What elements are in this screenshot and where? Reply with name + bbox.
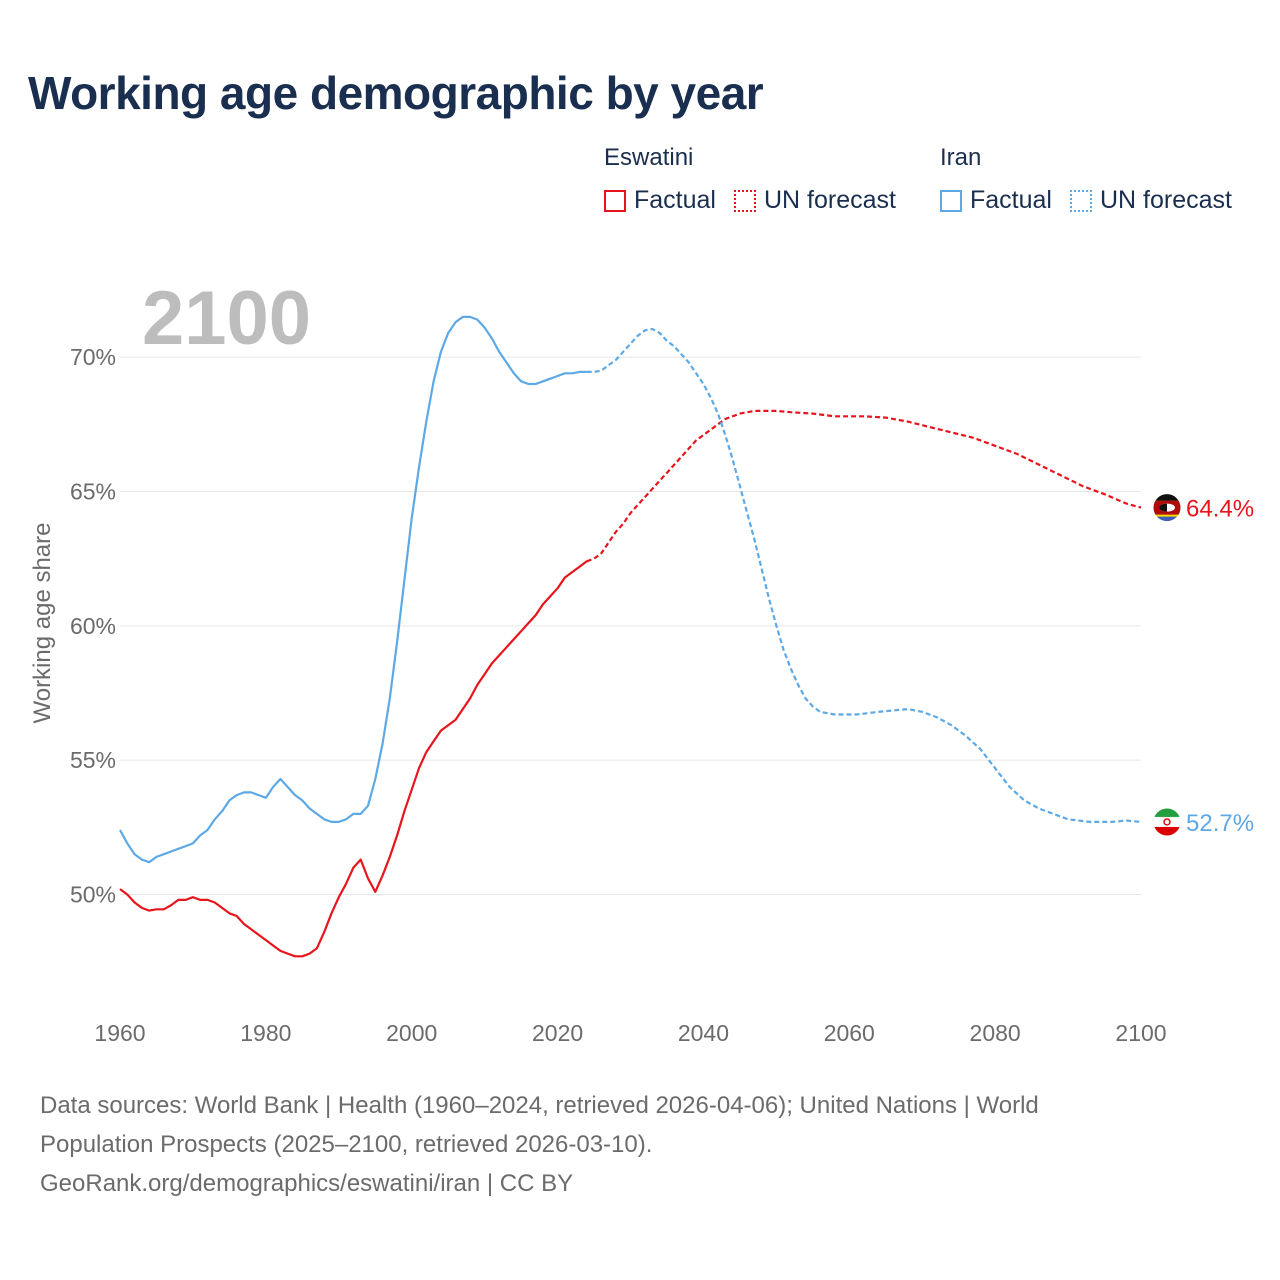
chart-title: Working age demographic by year <box>28 67 764 119</box>
series-line-eswatini-factual <box>119 560 588 958</box>
end-value-label-eswatini: 64.4% <box>1186 496 1254 523</box>
legend-item-iran-factual[interactable]: Factual <box>940 186 1052 215</box>
flag-ring <box>1152 493 1182 523</box>
x-tick-label: 2000 <box>386 1020 437 1046</box>
legend-label: Factual <box>970 186 1052 214</box>
series-line-iran-factual <box>119 315 587 864</box>
legend-label: UN forecast <box>763 186 896 214</box>
grid-lines <box>120 356 1141 895</box>
end-value-label-iran: 52.7% <box>1186 810 1254 837</box>
y-tick-label: 65% <box>70 478 116 504</box>
line-chart: 2100 50% 55% 60% 65% 70% 1960 1980 2000 2020 204… <box>29 276 1254 1046</box>
legend-item-iran-forecast[interactable]: UN forecast <box>1069 186 1232 215</box>
series-line-eswatini-forecast <box>586 409 1142 563</box>
footer-sources-line-1: Data sources: World Bank | Health (1960–… <box>40 1092 1039 1119</box>
x-tick-label: 2040 <box>678 1020 729 1046</box>
x-tick-label: 1960 <box>94 1020 145 1046</box>
legend-label: Factual <box>634 186 716 214</box>
flag-shield-half <box>1159 503 1167 512</box>
y-axis-label: Working age share <box>29 523 56 724</box>
eswatini-flag-icon <box>1152 493 1182 523</box>
flag-ring <box>1152 807 1182 837</box>
flag-emblem <box>1163 818 1171 826</box>
series-lines <box>119 315 1142 958</box>
legend-group-name: Iran <box>940 144 982 171</box>
iran-flag-icon <box>1152 807 1182 837</box>
year-watermark: 2100 <box>142 276 311 361</box>
legend-group-eswatini: Eswatini Factual UN forecast <box>604 144 914 215</box>
footer-sources-line-2: Population Prospects (2025–2100, retriev… <box>40 1131 653 1158</box>
legend-group-iran: Iran Factual UN forecast <box>940 144 1232 215</box>
legend-swatch-dotted <box>733 189 756 212</box>
flag-fill <box>1153 807 1181 836</box>
legend-swatch-dotted <box>1069 189 1092 212</box>
flag-band-green <box>1153 807 1181 817</box>
legend-swatch-solid <box>604 189 626 212</box>
flag-fill <box>1153 493 1181 522</box>
legend-group-name: Eswatini <box>604 144 694 171</box>
x-tick-label: 2020 <box>532 1020 583 1046</box>
x-tick-label: 2100 <box>1115 1020 1166 1046</box>
legend-swatch-solid <box>940 189 962 212</box>
legend-item-eswatini-factual[interactable]: Factual <box>604 186 716 215</box>
legend-item-eswatini-forecast[interactable]: UN forecast <box>733 186 896 215</box>
end-markers: 64.4% 52.7% <box>1152 493 1254 837</box>
flag-band-top <box>1153 493 1181 501</box>
y-tick-label: 50% <box>70 881 116 907</box>
footer-credit: GeoRank.org/demographics/eswatini/iran |… <box>40 1170 574 1197</box>
x-axis-ticks: 1960 1980 2000 2020 2040 2060 2080 2100 <box>94 1020 1166 1046</box>
y-tick-label: 55% <box>70 747 116 773</box>
x-tick-label: 2060 <box>824 1020 875 1046</box>
y-tick-label: 60% <box>70 613 116 639</box>
series-line-iran-forecast <box>586 327 1142 823</box>
x-tick-label: 2080 <box>970 1020 1021 1046</box>
y-axis-ticks: 50% 55% 60% 65% 70% <box>70 344 116 907</box>
x-tick-label: 1980 <box>240 1020 291 1046</box>
flag-band-red <box>1153 826 1181 836</box>
legend-label: UN forecast <box>1099 186 1232 214</box>
footer: Data sources: World Bank | Health (1960–… <box>40 1086 1180 1203</box>
y-tick-label: 70% <box>70 344 116 370</box>
